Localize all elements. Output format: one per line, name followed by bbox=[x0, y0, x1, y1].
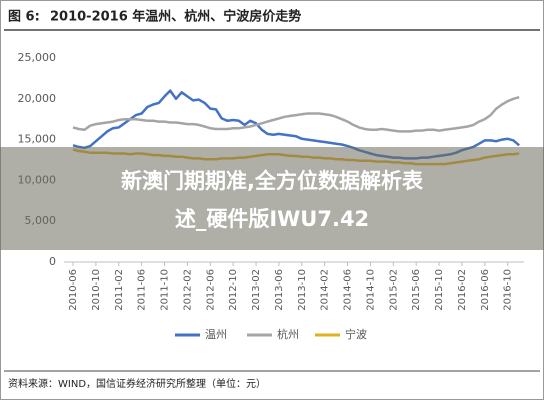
x-tick-label: 2012-02 bbox=[182, 269, 193, 311]
x-tick-label: 2015-02 bbox=[388, 269, 399, 311]
y-tick-label: 0 bbox=[49, 255, 56, 268]
x-tick-label: 2014-10 bbox=[365, 269, 376, 311]
x-tick-label: 2014-02 bbox=[320, 269, 331, 311]
source: 资料来源：WIND，国信证券经济研究所整理（单位：元） bbox=[8, 377, 266, 390]
x-tick-label: 2016-02 bbox=[457, 269, 468, 311]
overlay-text: 述_硬件版IWU7.42 bbox=[175, 207, 369, 231]
x-tick-label: 2015-06 bbox=[411, 269, 422, 311]
x-tick-label: 2016-06 bbox=[480, 269, 491, 311]
x-tick-label: 2013-06 bbox=[274, 269, 285, 311]
overlay-band bbox=[0, 147, 544, 250]
x-tick-label: 2011-06 bbox=[137, 269, 148, 311]
x-tick-label: 2015-10 bbox=[434, 269, 445, 311]
legend-label: 宁波 bbox=[345, 327, 367, 341]
x-tick-label: 2013-02 bbox=[251, 269, 262, 311]
x-tick-label: 2010-10 bbox=[91, 269, 102, 311]
x-tick-label: 2013-10 bbox=[297, 269, 308, 311]
y-tick-label: 20,000 bbox=[18, 92, 57, 105]
chart-title: 2010-2016 年温州、杭州、宁波房价走势 bbox=[50, 9, 301, 25]
legend: 温州 杭州 宁波 bbox=[175, 327, 367, 341]
y-tick-label: 25,000 bbox=[18, 51, 57, 64]
overlay-text: 新澳门期期准,全方位数据解析表 bbox=[121, 169, 424, 193]
x-tick-label: 2011-02 bbox=[114, 269, 125, 311]
x-tick-label: 2016-10 bbox=[503, 269, 514, 311]
figure-label: 图 6: bbox=[8, 10, 40, 25]
x-tick-label: 2012-06 bbox=[205, 269, 216, 311]
legend-label: 杭州 bbox=[277, 327, 299, 341]
x-tick-label: 2012-10 bbox=[228, 269, 239, 311]
x-tick-label: 2014-06 bbox=[343, 269, 354, 311]
x-tick-label: 2010-06 bbox=[68, 269, 79, 311]
y-tick-label: 15,000 bbox=[18, 133, 57, 146]
legend-label: 温州 bbox=[205, 328, 227, 341]
x-tick-label: 2011-10 bbox=[160, 269, 171, 311]
series-line bbox=[72, 95, 520, 133]
